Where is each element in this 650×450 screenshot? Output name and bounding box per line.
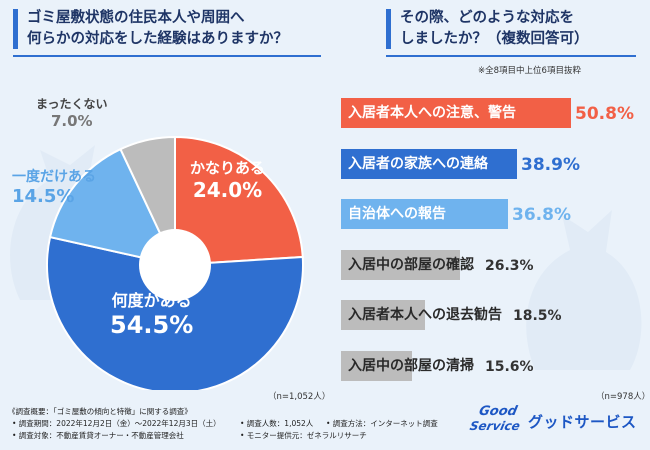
pie-hole bbox=[139, 229, 211, 301]
pie-slice-kanari bbox=[174, 135, 304, 267]
bar-value-5: 18.5% bbox=[513, 308, 562, 324]
right-question-underline bbox=[386, 55, 636, 57]
bar-3: 自治体への報告 bbox=[341, 199, 508, 229]
pie-slice-ichido bbox=[48, 147, 177, 267]
bar-label-2: 入居者の家族への連絡 bbox=[348, 155, 488, 172]
brand-logo-line1: Good bbox=[477, 404, 519, 419]
brand-name: グッドサービス bbox=[528, 413, 637, 431]
bar-4: 入居中の部屋の確認 bbox=[341, 249, 474, 280]
bar-1: 入居者本人への注意、警告 bbox=[341, 98, 571, 128]
survey-method: • 調査方法：インターネット調査 bbox=[326, 419, 438, 428]
bar-value-3: 36.8% bbox=[512, 205, 571, 225]
pie-label-nandoka: 何度かある 54.5% bbox=[110, 287, 193, 339]
right-note: ※全8項目中上位6項目抜粋 bbox=[478, 66, 581, 76]
bar-value-6: 15.6% bbox=[485, 358, 534, 375]
bar-2: 入居者の家族への連絡 bbox=[341, 148, 517, 179]
bar-value-4: 26.3% bbox=[485, 257, 534, 274]
brand-logo: Good Service bbox=[467, 404, 526, 437]
pie-label-ichido-value: 14.5% bbox=[12, 186, 75, 207]
pie-slice-nandoka bbox=[46, 235, 304, 390]
bar-5: 入居者本人への退去勧告 bbox=[341, 300, 502, 330]
bar-value-2: 38.9% bbox=[521, 154, 580, 175]
bar-label-1: 入居者本人への注意、警告 bbox=[348, 105, 516, 121]
bar-6: 入居中の部屋の清掃 bbox=[341, 350, 474, 381]
survey-count: • 調査人数：1,052人 bbox=[240, 419, 314, 428]
left-question-accent bbox=[13, 9, 18, 49]
pie-chart bbox=[46, 135, 304, 390]
survey-overview: 《調査概要：「ゴミ屋敷の傾向と特徴」に関する調査》 bbox=[8, 407, 192, 416]
bar-value-1: 50.8% bbox=[575, 104, 634, 124]
pie-label-mattaku-name: まったくない bbox=[36, 97, 108, 111]
right-sample-size: （n=978人） bbox=[596, 392, 650, 402]
pie-label-kanari-value: 24.0% bbox=[192, 178, 263, 202]
pie-label-kanari: かなりある 24.0% bbox=[190, 157, 265, 202]
left-sample-size: （n=1,052人） bbox=[268, 392, 331, 402]
pie-label-kanari-name: かなりある bbox=[190, 159, 266, 177]
pie-label-ichido-name: 一度だけある bbox=[12, 169, 96, 185]
right-question-line2: しましたか？（複数回答可） bbox=[400, 31, 589, 47]
pie-label-ichido: 一度だけある 14.5% bbox=[12, 166, 96, 207]
pie-label-mattaku-value: 7.0% bbox=[50, 112, 93, 130]
bar-label-5: 入居者本人への退去勧告 bbox=[348, 307, 502, 323]
bar-label-4: 入居中の部屋の確認 bbox=[348, 256, 474, 273]
left-question-line1: ゴミ屋敷状態の住民本人や周囲へ bbox=[27, 10, 245, 26]
right-question-accent bbox=[386, 9, 391, 49]
brand-logo-line2: Service bbox=[468, 419, 522, 433]
bar-label-6: 入居中の部屋の清掃 bbox=[348, 357, 474, 374]
pie-label-mattaku: まったくない 7.0% bbox=[36, 95, 108, 130]
pie-label-nandoka-name: 何度かある bbox=[111, 291, 192, 310]
garbage-bag-bg-right-icon bbox=[526, 210, 642, 370]
left-question-underline bbox=[13, 55, 321, 57]
survey-period: • 調査期間：2022年12月2日（金）～2022年12月3日（土） bbox=[12, 419, 221, 428]
pie-label-nandoka-value: 54.5% bbox=[110, 311, 194, 339]
bar-label-3: 自治体への報告 bbox=[348, 206, 446, 222]
left-question-line2: 何らかの対応をした経験はありますか？ bbox=[27, 31, 288, 47]
right-question-line1: その際、どのような対応を bbox=[400, 10, 574, 26]
survey-target: • 調査対象：不動産賃貸オーナー・不動産管理会社 bbox=[12, 431, 184, 440]
survey-provider: • モニター提供元：ゼネラルリサーチ bbox=[240, 431, 367, 440]
